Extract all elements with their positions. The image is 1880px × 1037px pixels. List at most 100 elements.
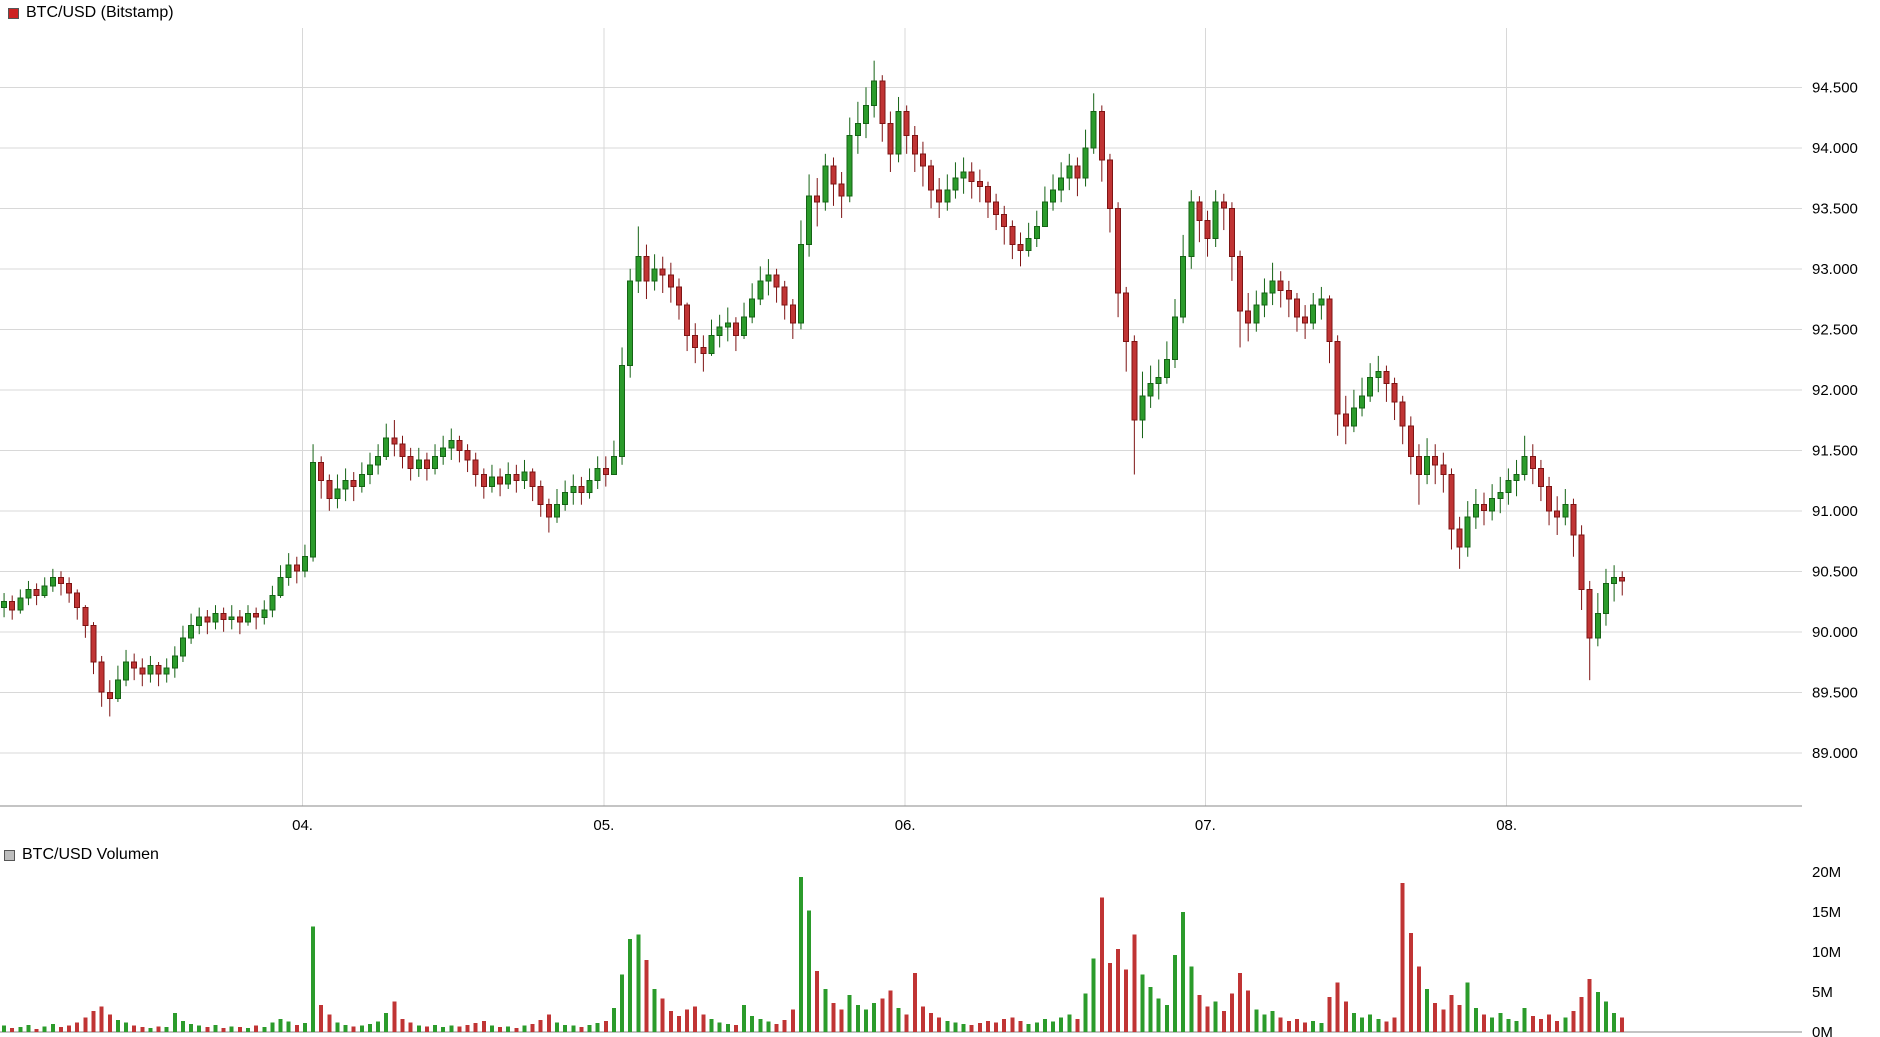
volume-bar xyxy=(424,1026,429,1032)
volume-bar xyxy=(254,1025,259,1032)
volume-series-legend-icon xyxy=(4,849,15,861)
volume-bar xyxy=(620,974,625,1032)
candle xyxy=(489,464,495,493)
candle xyxy=(928,159,935,209)
volume-bar xyxy=(1522,1008,1527,1032)
candle xyxy=(627,268,634,378)
candle xyxy=(245,605,251,626)
candle xyxy=(1570,498,1577,557)
volume-bar xyxy=(91,1011,96,1032)
candle xyxy=(350,472,357,502)
volume-bar xyxy=(977,1023,982,1032)
candle xyxy=(505,462,512,489)
candle xyxy=(1603,568,1609,626)
volume-bar xyxy=(1132,934,1137,1032)
volume-bar xyxy=(1612,1012,1617,1032)
volume-bar xyxy=(1099,897,1104,1032)
price-chart-title: BTC/USD (Bitstamp) xyxy=(26,4,174,21)
candle xyxy=(33,583,40,606)
volume-bar xyxy=(115,1020,120,1032)
candle xyxy=(667,262,674,303)
volume-bar xyxy=(880,998,885,1032)
volume-bar xyxy=(1254,1009,1259,1032)
price-axis-label: 91.000 xyxy=(1812,503,1858,520)
candle xyxy=(1310,292,1317,330)
volume-bar xyxy=(1587,979,1592,1032)
candle xyxy=(781,280,788,320)
candle xyxy=(1375,355,1382,393)
candle xyxy=(139,658,146,687)
candle xyxy=(1359,377,1365,417)
volume-bar xyxy=(1579,996,1584,1032)
candle xyxy=(1489,484,1496,521)
volume-bar xyxy=(790,1009,795,1032)
volume-bar xyxy=(473,1023,478,1032)
volume-bar xyxy=(34,1028,39,1032)
volume-bar xyxy=(189,1024,194,1032)
time-axis-label: 04. xyxy=(292,817,313,834)
volume-bar xyxy=(213,1024,218,1032)
volume-bar xyxy=(888,990,893,1032)
volume-bar xyxy=(1303,1022,1308,1032)
candle xyxy=(228,605,235,630)
volume-bar xyxy=(319,1004,324,1032)
volume-bar xyxy=(1506,1019,1511,1032)
time-axis-label: 07. xyxy=(1195,817,1216,834)
candle xyxy=(1481,492,1487,526)
volume-axis-label: 0M xyxy=(1812,1024,1833,1037)
volume-bar xyxy=(262,1027,267,1032)
candle xyxy=(375,444,382,475)
candle xyxy=(570,474,577,505)
volume-bar xyxy=(1229,993,1234,1032)
volume-bar xyxy=(628,939,633,1032)
price-axis-label: 92.500 xyxy=(1812,321,1858,338)
candle xyxy=(789,299,796,339)
volume-bar xyxy=(302,1023,307,1032)
volume-bar xyxy=(595,1023,600,1032)
volume-bar xyxy=(1278,1017,1283,1032)
volume-bar xyxy=(1026,1024,1031,1032)
volume-bar xyxy=(1238,972,1243,1032)
volume-bar xyxy=(1173,955,1177,1032)
candle xyxy=(82,605,89,638)
volume-bar xyxy=(2,1025,7,1032)
volume-bar xyxy=(449,1025,454,1032)
candle xyxy=(1123,286,1130,372)
candle xyxy=(806,174,813,257)
volume-bar xyxy=(742,1004,746,1032)
axis-labels-layer: 94.500 94.000 93.500 93.000 92.500 92.000 91.5… xyxy=(292,79,1858,1037)
candle xyxy=(123,649,129,687)
candle xyxy=(106,680,113,717)
candle xyxy=(301,544,308,578)
volume-bar xyxy=(156,1026,161,1032)
volume-bar xyxy=(172,1012,177,1032)
candle xyxy=(1611,565,1618,602)
volume-bar xyxy=(514,1028,519,1032)
candle xyxy=(114,665,121,702)
volume-bar xyxy=(847,995,852,1032)
candle xyxy=(1554,496,1561,535)
volume-bar xyxy=(498,1027,503,1032)
volume-chart-title: BTC/USD Volumen xyxy=(22,846,159,863)
candle xyxy=(1050,174,1056,211)
candle xyxy=(180,625,186,663)
candle xyxy=(871,60,878,118)
volume-bar xyxy=(961,1024,966,1032)
candle xyxy=(334,474,341,509)
volume-bar xyxy=(782,1020,787,1032)
volume-bar xyxy=(994,1022,999,1032)
volume-axis-label: 15M xyxy=(1812,904,1841,921)
candle xyxy=(1399,395,1406,445)
candle xyxy=(1537,459,1544,502)
candle xyxy=(1025,222,1032,257)
candle xyxy=(1098,105,1105,182)
candle xyxy=(1147,365,1154,408)
candle xyxy=(602,456,609,487)
candle xyxy=(253,607,260,630)
candle xyxy=(1237,250,1244,348)
axis-lines-layer xyxy=(0,805,1802,1033)
candle xyxy=(147,655,154,683)
volume-bar xyxy=(872,1003,877,1032)
candle xyxy=(440,435,447,465)
